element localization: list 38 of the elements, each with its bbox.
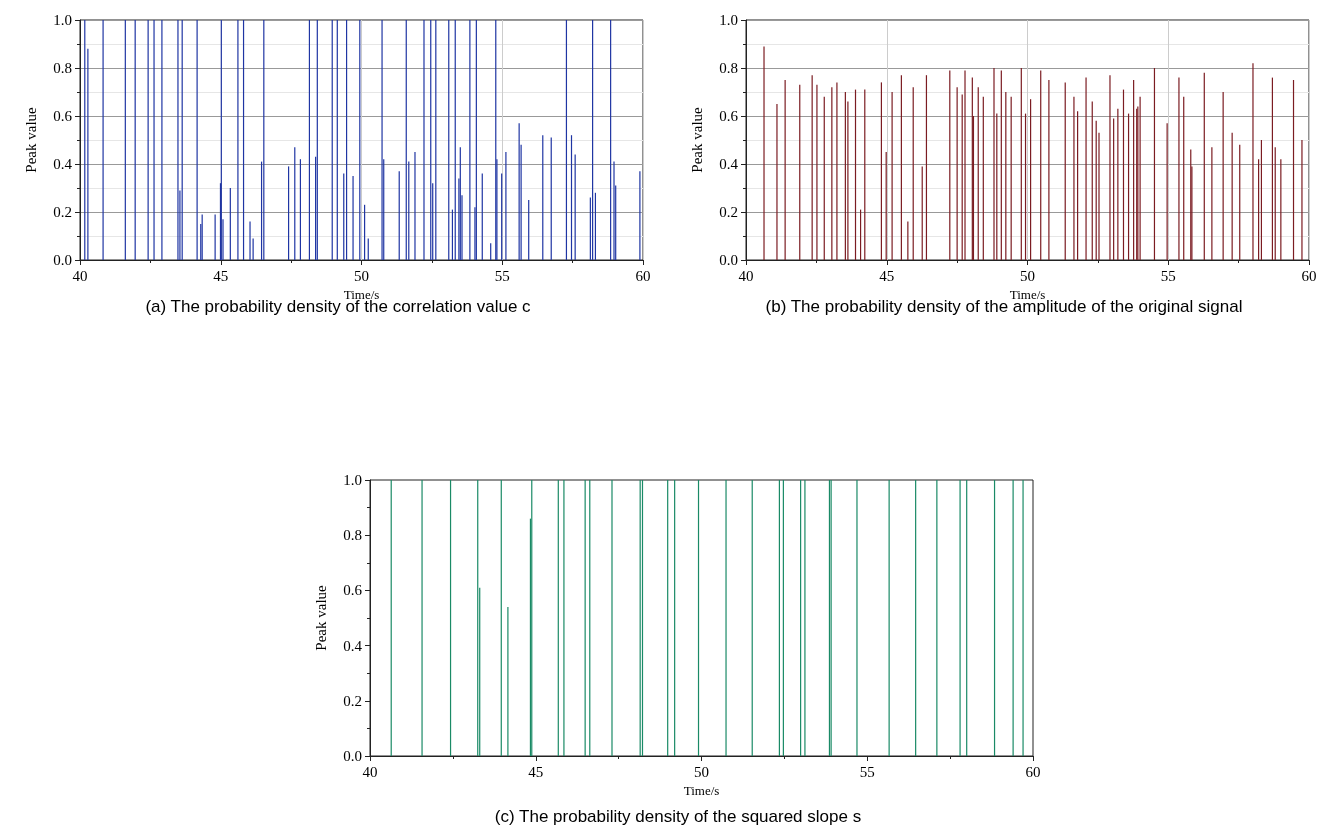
x-tick-label: 55 — [494, 267, 510, 284]
y-tick-label: 0.6 — [53, 108, 73, 124]
y-tick-label: 1.0 — [53, 12, 72, 28]
y-tick-label: 0.0 — [53, 252, 72, 268]
text: (c) The probability density of the squared slope s — [494, 807, 862, 826]
x-tick-label: 50 — [1020, 267, 1035, 284]
y-tick-label: 0.6 — [719, 108, 739, 124]
y-tick-label: 0.4 — [53, 156, 73, 172]
x-tick-label: 50 — [354, 267, 369, 284]
x-tick-label: 60 — [635, 267, 651, 284]
y-tick-label: 0.8 — [53, 60, 72, 76]
y-tick-label: 0.2 — [719, 204, 738, 220]
x-tick-label: 50 — [694, 763, 709, 780]
y-axis-title: Peak value — [22, 106, 39, 173]
y-tick-label: 0.6 — [343, 582, 363, 599]
y-tick-label: 1.0 — [719, 12, 738, 28]
x-axis-title: Time/s — [683, 782, 720, 798]
y-axis-title: Peak value — [312, 584, 329, 651]
x-tick-label: 45 — [879, 267, 895, 284]
x-tick-label: 45 — [528, 763, 544, 780]
x-tick-label: 45 — [213, 267, 229, 284]
y-tick-label: 0.0 — [719, 252, 738, 268]
x-tick-label: 40 — [738, 267, 754, 284]
y-tick-label: 0.4 — [343, 637, 363, 654]
y-tick-label: 1.0 — [343, 472, 362, 488]
y-tick-label: 0.0 — [343, 748, 362, 764]
x-tick-label: 60 — [1301, 267, 1317, 284]
x-tick-label: 40 — [362, 763, 378, 780]
y-tick-label: 0.8 — [719, 60, 738, 76]
x-tick-label: 55 — [1160, 267, 1176, 284]
y-tick-label: 0.8 — [343, 527, 362, 544]
x-tick-label: 60 — [1025, 763, 1041, 780]
x-tick-label: 55 — [859, 763, 875, 780]
x-tick-label: 40 — [72, 267, 88, 284]
y-tick-label: 0.4 — [719, 156, 739, 172]
y-tick-label: 0.2 — [53, 204, 72, 220]
y-axis-title: Peak value — [688, 106, 705, 173]
y-tick-label: 0.2 — [343, 692, 362, 709]
